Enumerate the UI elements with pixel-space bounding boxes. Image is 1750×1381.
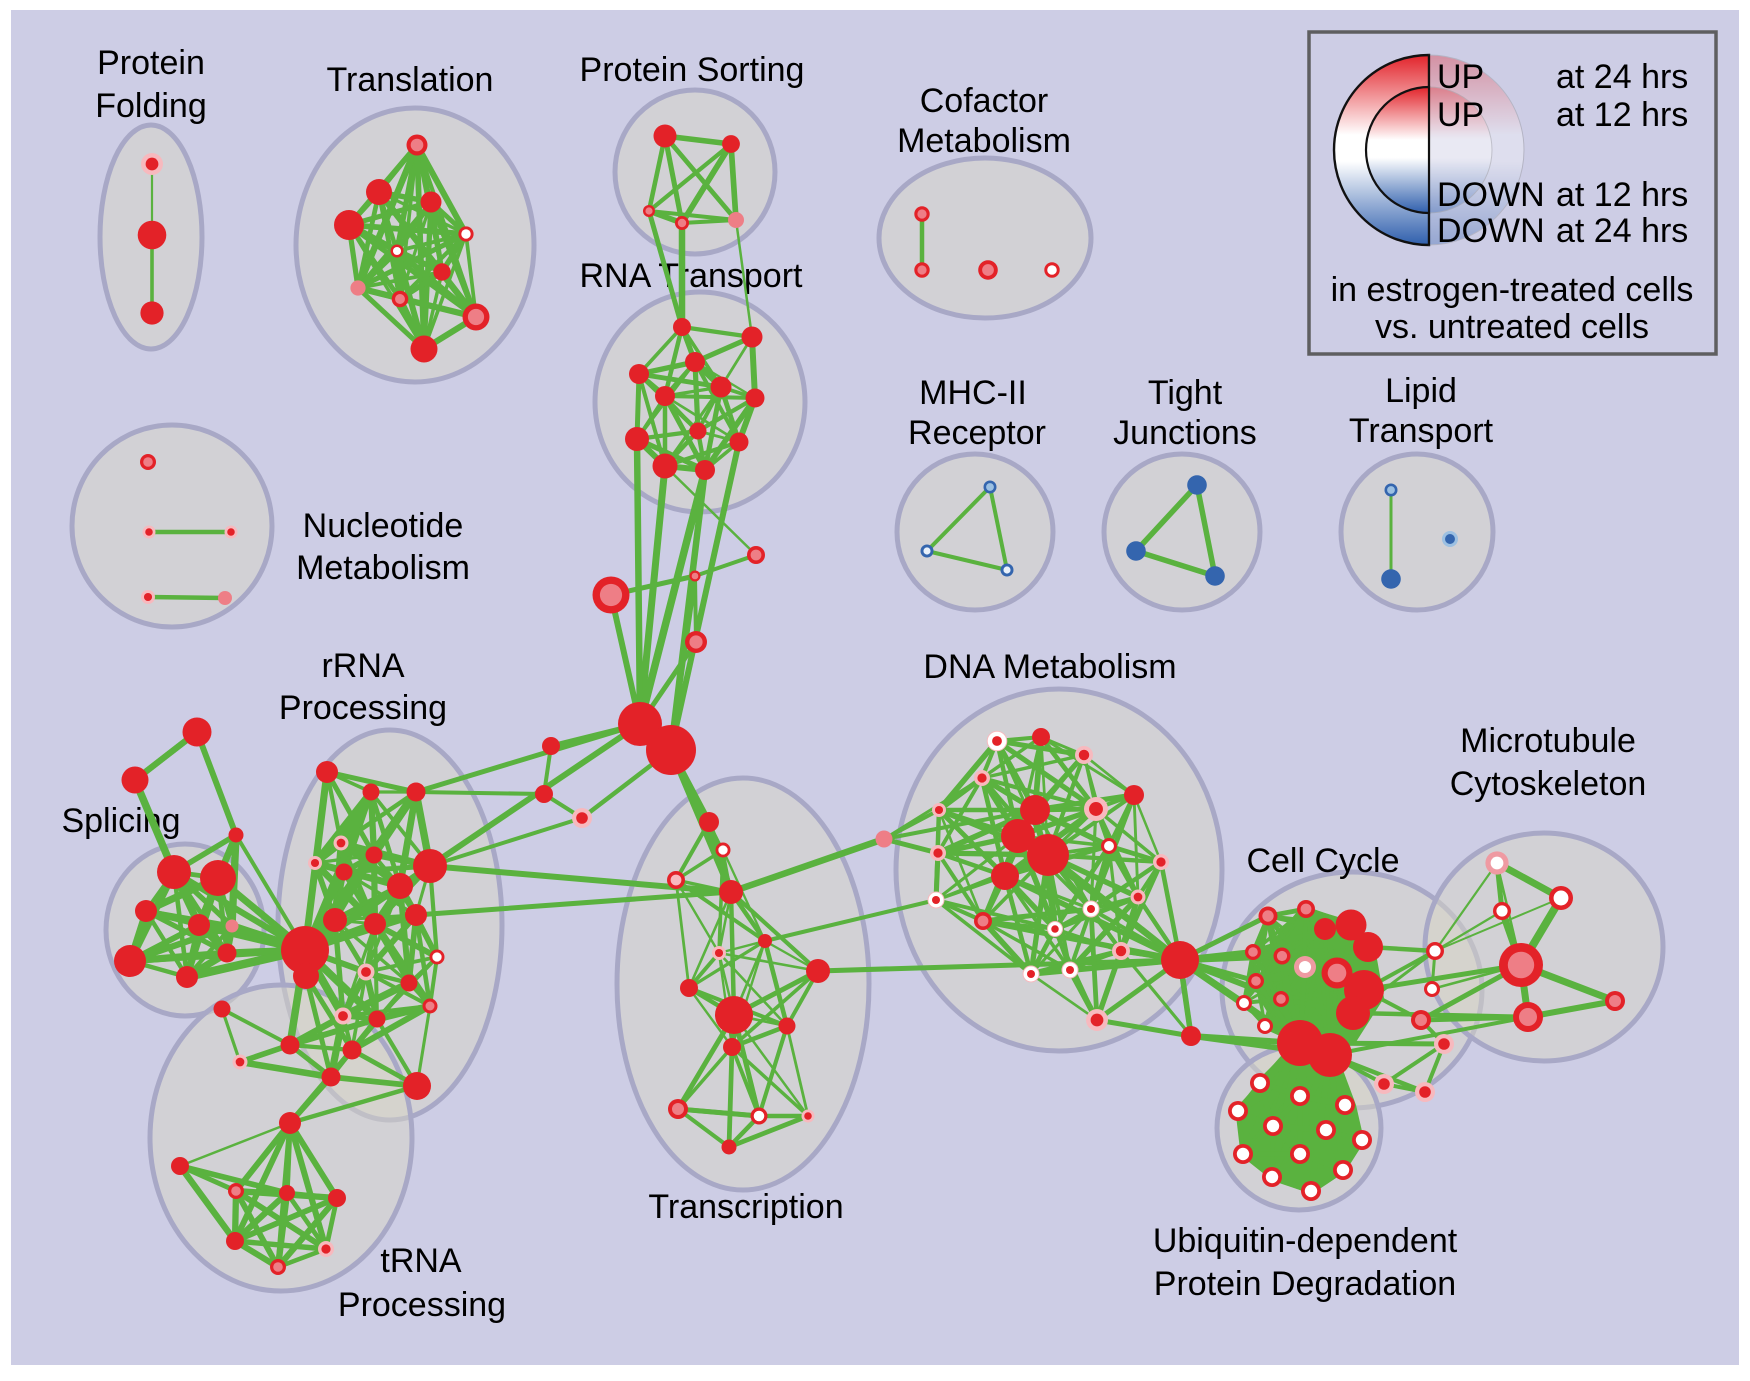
svg-text:tRNA: tRNA (380, 1242, 462, 1280)
svg-text:Translation: Translation (327, 61, 494, 99)
svg-text:DNA Metabolism: DNA Metabolism (923, 648, 1176, 686)
svg-text:UP: UP (1437, 58, 1484, 96)
svg-text:DOWN: DOWN (1437, 212, 1545, 250)
svg-text:at 24 hrs: at 24 hrs (1556, 58, 1688, 96)
svg-text:Metabolism: Metabolism (897, 122, 1071, 160)
svg-text:Cell Cycle: Cell Cycle (1246, 842, 1399, 880)
svg-text:at 12 hrs: at 12 hrs (1556, 96, 1688, 134)
svg-text:RNA Transport: RNA Transport (580, 257, 804, 295)
svg-text:Protein: Protein (97, 44, 205, 82)
svg-text:Folding: Folding (95, 87, 207, 125)
svg-text:Microtubule: Microtubule (1460, 722, 1636, 760)
svg-text:MHC-II: MHC-II (919, 374, 1027, 412)
svg-text:Processing: Processing (279, 689, 447, 727)
svg-text:vs. untreated cells: vs. untreated cells (1375, 308, 1649, 346)
svg-text:UP: UP (1437, 96, 1484, 134)
svg-text:Ubiquitin-dependent: Ubiquitin-dependent (1153, 1222, 1458, 1260)
svg-text:DOWN: DOWN (1437, 176, 1545, 214)
svg-text:Splicing: Splicing (61, 802, 180, 840)
svg-text:Transport: Transport (1349, 412, 1494, 450)
svg-text:Tight: Tight (1148, 374, 1223, 412)
svg-text:Cofactor: Cofactor (920, 82, 1049, 120)
svg-text:rRNA: rRNA (321, 647, 404, 685)
svg-text:Transcription: Transcription (648, 1188, 843, 1226)
svg-text:Metabolism: Metabolism (296, 549, 470, 587)
svg-text:at 24 hrs: at 24 hrs (1556, 212, 1688, 250)
svg-text:Junctions: Junctions (1113, 414, 1257, 452)
svg-text:Protein Sorting: Protein Sorting (580, 51, 805, 89)
svg-text:Lipid: Lipid (1385, 372, 1457, 410)
svg-text:Receptor: Receptor (908, 414, 1046, 452)
svg-text:Cytoskeleton: Cytoskeleton (1450, 765, 1647, 803)
svg-text:Processing: Processing (338, 1286, 506, 1324)
svg-text:Nucleotide: Nucleotide (303, 507, 464, 545)
svg-text:at 12 hrs: at 12 hrs (1556, 176, 1688, 214)
svg-text:in estrogen-treated cells: in estrogen-treated cells (1331, 271, 1694, 309)
svg-text:Protein Degradation: Protein Degradation (1154, 1265, 1456, 1303)
